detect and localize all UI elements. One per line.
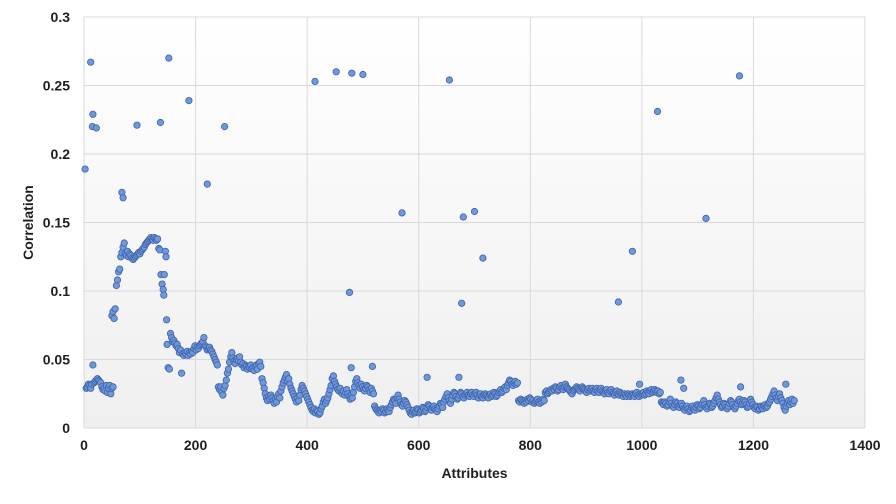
data-point xyxy=(677,376,685,384)
data-point xyxy=(160,291,168,299)
data-point xyxy=(213,361,221,369)
data-point xyxy=(89,361,97,369)
data-point xyxy=(133,121,141,129)
data-point xyxy=(359,70,367,79)
data-point xyxy=(120,239,128,247)
data-point xyxy=(224,365,233,373)
data-point xyxy=(109,383,117,391)
data-point xyxy=(276,394,284,402)
data-point xyxy=(470,207,479,216)
gridlines xyxy=(83,16,866,429)
data-point xyxy=(628,247,637,255)
data-point xyxy=(656,388,664,396)
data-point xyxy=(345,288,354,296)
x-tick-label: 1000 xyxy=(626,437,657,453)
data-point xyxy=(614,298,623,306)
data-point xyxy=(162,253,170,261)
data-points xyxy=(81,54,798,418)
data-point xyxy=(119,194,127,202)
x-axis-title: Attributes xyxy=(441,465,507,481)
y-tick-label: 0.3 xyxy=(51,9,71,25)
data-point xyxy=(735,72,744,80)
data-point xyxy=(680,384,688,392)
y-axis-title: Correlation xyxy=(20,185,36,260)
data-point xyxy=(185,97,193,105)
data-point xyxy=(222,376,230,384)
data-point xyxy=(165,54,173,62)
data-point xyxy=(513,379,522,387)
x-tick-label: 400 xyxy=(295,437,319,453)
y-tick-label: 0 xyxy=(62,420,70,436)
data-point xyxy=(455,373,463,381)
data-point xyxy=(156,118,164,127)
data-point xyxy=(458,299,466,307)
y-tick-label: 0.05 xyxy=(43,352,70,368)
data-point xyxy=(160,270,168,279)
data-point xyxy=(332,68,340,76)
data-point xyxy=(257,362,265,370)
data-point xyxy=(87,58,95,66)
data-point xyxy=(790,396,798,405)
y-tick-label: 0.25 xyxy=(43,78,70,94)
data-point xyxy=(113,276,122,284)
data-point xyxy=(116,265,124,273)
y-tick-label: 0.1 xyxy=(51,283,71,299)
data-point xyxy=(221,123,229,131)
x-tick-label: 200 xyxy=(184,437,208,453)
data-point xyxy=(445,76,453,84)
x-tick-label: 0 xyxy=(80,437,88,453)
data-point xyxy=(369,390,378,398)
data-point xyxy=(782,380,790,388)
x-tick-label: 1200 xyxy=(738,437,769,453)
data-point xyxy=(111,305,119,313)
data-point xyxy=(219,391,227,399)
data-point xyxy=(736,383,745,391)
x-tick-label: 600 xyxy=(407,437,431,453)
data-point xyxy=(635,380,644,388)
data-point xyxy=(459,213,467,221)
data-point xyxy=(200,333,208,342)
data-point xyxy=(89,110,97,118)
data-point xyxy=(653,107,662,116)
y-tick-label: 0.15 xyxy=(43,215,70,231)
data-point xyxy=(110,314,118,322)
data-point xyxy=(479,254,487,262)
data-point xyxy=(348,69,356,77)
data-point xyxy=(154,235,162,243)
y-tick-label: 0.2 xyxy=(51,146,71,162)
data-point xyxy=(81,165,89,173)
data-point xyxy=(311,77,319,86)
data-point xyxy=(398,209,406,217)
data-point xyxy=(163,316,171,324)
data-point xyxy=(368,362,376,370)
data-point xyxy=(178,369,186,377)
x-tick-label: 800 xyxy=(519,437,543,453)
data-point xyxy=(163,340,171,348)
tick-labels: 0 200 400 600 800 1000 1200 1400 0 0.05 0.1 0.15 0.2… xyxy=(43,9,881,453)
data-point xyxy=(92,124,100,132)
data-point xyxy=(165,365,173,373)
data-point xyxy=(540,396,548,405)
data-point xyxy=(203,180,211,188)
data-point xyxy=(347,364,355,372)
x-tick-label: 1400 xyxy=(849,437,880,453)
data-point xyxy=(423,373,431,381)
data-point xyxy=(702,214,710,222)
